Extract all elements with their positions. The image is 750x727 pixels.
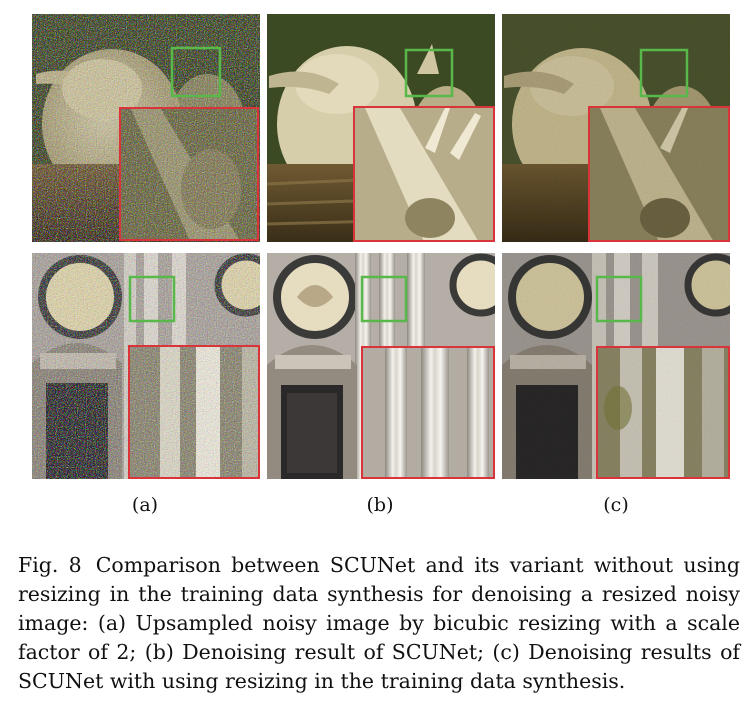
panel-b-bird — [267, 14, 495, 242]
panel-b-building — [267, 253, 495, 479]
roi-box — [639, 48, 689, 98]
zoom-inset — [361, 346, 495, 479]
roi-box — [170, 46, 222, 98]
zoom-inset — [588, 106, 730, 242]
zoom-inset — [119, 107, 259, 241]
panel-c-building — [502, 253, 730, 479]
caption-number: Fig. 8 — [18, 553, 82, 577]
caption-text: Comparison between SCUNet and its varian… — [18, 553, 740, 693]
panel-a-building — [32, 253, 260, 479]
roi-box — [128, 275, 176, 323]
zoom-inset — [128, 345, 260, 479]
zoom-inset — [353, 106, 495, 242]
roi-box — [595, 275, 643, 323]
panel-c-bird — [502, 14, 730, 242]
roi-box — [360, 275, 408, 323]
sublabel-c: (c) — [603, 494, 629, 516]
sublabel-a: (a) — [131, 494, 159, 516]
sublabel-b: (b) — [366, 494, 394, 516]
zoom-inset — [596, 346, 730, 479]
panel-a-bird — [32, 14, 260, 242]
roi-box — [404, 48, 454, 98]
figure-caption: Fig. 8 Comparison between SCUNet and its … — [18, 551, 740, 696]
